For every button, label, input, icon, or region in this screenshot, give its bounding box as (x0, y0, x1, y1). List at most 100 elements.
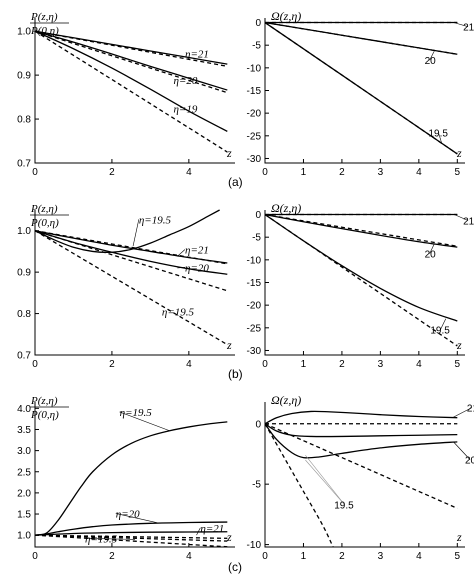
x-axis-label: z (226, 530, 232, 544)
y-tick-label: -10 (247, 63, 262, 74)
curve-annotation: η=20 (185, 262, 209, 274)
panel-label-a: (a) (228, 175, 243, 189)
solid-series-line (35, 30, 228, 132)
curve-annotation: η=19.5 (162, 307, 195, 319)
annotation-leader (453, 407, 473, 418)
panel-label-c: (c) (228, 560, 242, 574)
chart-c-left: 1.0 1.5 2.0 2.5 3.0 3.5 4.0 0 2 4 z P(z,η) P(0,η) η=1… (17, 395, 235, 562)
y-tick-label: 0.8 (17, 309, 31, 320)
solid-series-line (265, 213, 458, 248)
x-tick-label: 5 (455, 551, 461, 562)
dashed-series-line (265, 213, 458, 247)
y-tick-label: 1.0 (17, 531, 31, 542)
y-tick-label: -5 (252, 41, 261, 52)
x-axis-label: z (226, 338, 232, 352)
x-tick-label: 5 (455, 359, 461, 370)
curve-annotation: 21 (463, 217, 474, 228)
annotation-leader (177, 249, 186, 257)
curve-annotation: 20 (425, 250, 437, 261)
dashed-series-line (35, 30, 228, 153)
y-tick-label: -10 (247, 540, 262, 551)
curve-annotation: η=20 (116, 508, 140, 520)
y-tick-label: -5 (252, 480, 261, 491)
curve-annotation: 20 (465, 456, 474, 467)
chart-a-left: 0.70.80.91.00 2 4zP(z,η)P(0,η)η=21η=20η=19 (17, 11, 235, 178)
x-tick-label: 2 (109, 551, 115, 562)
y-tick-label: 1.0 (17, 27, 31, 38)
x-tick-label: 2 (339, 551, 345, 562)
y-tick-label: 3.0 (17, 446, 31, 457)
y-tick-label: 2.0 (17, 488, 31, 499)
y-axis-label-numerator: P(z,η) (30, 395, 58, 407)
y-axis-label: Ω(z,η) (271, 201, 301, 215)
y-axis-label-numerator: P(z,η) (30, 203, 58, 215)
y-tick-label: 1.0 (17, 226, 31, 237)
curve-annotation: 19.5 (334, 500, 354, 511)
y-tick-label: -15 (247, 278, 262, 289)
dashed-series-line (35, 534, 228, 547)
curve-annotation: 20 (425, 56, 437, 67)
solid-series-line (265, 423, 458, 459)
curve-annotation: 21 (467, 404, 474, 415)
curve-annotation: η=19.5 (120, 407, 153, 419)
annotation-leader (115, 513, 159, 524)
annotation-leader (440, 318, 447, 330)
x-tick-label: 2 (109, 167, 115, 178)
x-tick-label: 4 (186, 359, 192, 370)
curve-annotation: η=21 (185, 245, 209, 257)
y-tick-label: 1.5 (17, 510, 31, 521)
dashed-series-line (35, 30, 228, 67)
dashed-series-line (265, 423, 334, 547)
x-tick-label: 0 (32, 359, 38, 370)
x-tick-label: 0 (262, 167, 268, 178)
dashed-series-line (265, 213, 458, 347)
x-tick-label: 4 (416, 167, 422, 178)
annotation-leader (132, 219, 140, 247)
y-tick-label: 0.7 (17, 351, 31, 362)
y-tick-label: 2.5 (17, 467, 31, 478)
y-tick-label: -20 (247, 301, 262, 312)
y-tick-label: -10 (247, 255, 262, 266)
y-tick-label: 0.7 (17, 159, 31, 170)
y-tick-label: -25 (247, 323, 262, 334)
y-tick-label: -20 (247, 109, 262, 120)
dashed-series-line (265, 21, 458, 155)
x-tick-label: 3 (378, 551, 384, 562)
dashed-series-line (35, 230, 228, 292)
x-tick-label: 4 (186, 551, 192, 562)
annotation-leader (177, 267, 186, 269)
y-axis-label-numerator: P(z,η) (30, 11, 58, 23)
annotation-leader (455, 214, 469, 221)
curve-annotation: η=21 (200, 523, 224, 535)
x-tick-label: 4 (186, 167, 192, 178)
solid-series-line (35, 230, 228, 264)
annotation-leader (305, 459, 345, 505)
y-axis-label: Ω(z,η) (271, 393, 301, 407)
y-tick-label: 0.9 (17, 71, 31, 82)
y-tick-label: 0.9 (17, 268, 31, 279)
solid-series-line (35, 521, 228, 536)
solid-series-line (35, 209, 220, 254)
curve-annotation: η=20 (173, 75, 197, 87)
x-tick-label: 4 (416, 551, 422, 562)
solid-series-line (265, 213, 458, 322)
x-tick-label: 3 (378, 167, 384, 178)
x-tick-label: 1 (301, 167, 307, 178)
y-axis-label-denominator: P(0,η) (30, 217, 59, 229)
curve-annotation: η=19 (173, 103, 197, 115)
dashed-series-line (35, 230, 228, 265)
chart-b-left: 0.7 0.8 0.9 1.0 0 2 4 z P(z,η) P(0,η) η=19.5 η=21 η=… (17, 203, 235, 370)
dashed-series-line (35, 534, 228, 539)
x-tick-label: 0 (262, 359, 268, 370)
annotation-leader (84, 538, 136, 540)
y-tick-label: -15 (247, 86, 262, 97)
solid-series-line (35, 30, 228, 91)
annotation-leader (196, 527, 201, 536)
y-axis-label: Ω(z,η) (271, 9, 301, 23)
annotation-leader (455, 22, 469, 27)
dashed-series-line (265, 423, 458, 509)
